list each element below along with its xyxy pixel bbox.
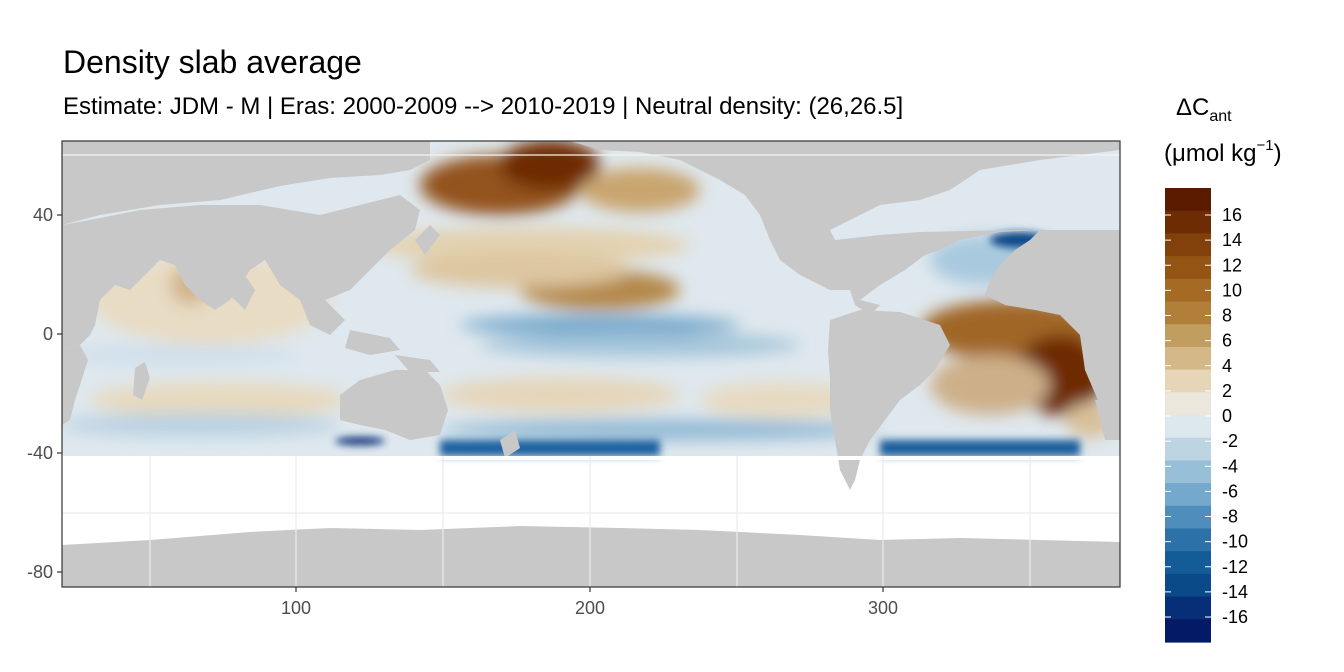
legend-units-prefix: (μmol kg (1164, 140, 1257, 167)
colorbar-legend: ΔCant (μmol kg−1) 16 14 12 10 8 6 4 2 0 -2 -4 -6 -8 -… (1164, 94, 1282, 643)
legend-label: 10 (1222, 280, 1242, 300)
north-pacific-maximum (500, 141, 600, 190)
legend-swatch (1165, 483, 1211, 507)
y-tick-label: 0 (43, 324, 53, 344)
legend-swatch (1165, 346, 1211, 371)
southern-ocean-negative-band (440, 420, 880, 440)
legend-swatch (1165, 551, 1211, 575)
legend-label: 2 (1222, 381, 1232, 401)
australia (340, 370, 448, 440)
ocean-field (62, 141, 1120, 456)
south-america (828, 310, 950, 490)
legend-title: ΔCant (1176, 94, 1232, 125)
legend-swatch (1165, 233, 1211, 257)
legend-swatch (1165, 437, 1211, 461)
legend-label: -16 (1222, 607, 1248, 627)
legend-label: -4 (1222, 456, 1238, 476)
legend-label: 6 (1222, 331, 1232, 351)
borneo-sumatra (345, 330, 400, 355)
southern-pacific-strong-negative (440, 440, 660, 456)
legend-label: 4 (1222, 356, 1232, 376)
legend-label: -12 (1222, 557, 1248, 577)
strong-negative-bands (335, 232, 1080, 456)
equatorial-pacific-negative (460, 315, 740, 335)
legend-swatch (1165, 324, 1211, 348)
legend-label: 8 (1222, 306, 1232, 326)
panel-border (61, 140, 1121, 588)
legend-label: 14 (1222, 230, 1242, 250)
legend-swatch (1165, 619, 1211, 643)
ocean-anomalies (62, 141, 1115, 440)
y-tick-label: -40 (27, 443, 53, 463)
legend-swatch (1165, 573, 1211, 598)
indian-equatorial-negative (62, 345, 300, 365)
chart-title: Density slab average (63, 44, 362, 80)
legend-label: 16 (1222, 205, 1242, 225)
legend-swatch (1165, 369, 1211, 393)
new-guinea (395, 355, 440, 372)
southeast-pacific-warm (700, 382, 860, 418)
legend-swatches (1165, 188, 1211, 643)
legend-labels: 16 14 12 10 8 6 4 2 0 -2 -4 -6 -8 -10 -12 -14 -16 (1165, 205, 1248, 627)
y-tick-label: 40 (33, 205, 53, 225)
x-tick-label: 300 (868, 598, 898, 618)
land (62, 141, 1120, 587)
legend-label: -6 (1222, 481, 1238, 501)
new-zealand (500, 430, 520, 458)
x-tick-label: 100 (281, 598, 311, 618)
field-southern-edge (62, 456, 1120, 460)
legend-swatch (1165, 188, 1211, 212)
legend-label: 0 (1222, 406, 1232, 426)
subtropical-pacific-tan (410, 252, 630, 288)
legend-label: -2 (1222, 431, 1238, 451)
south-atlantic-tan (930, 355, 1050, 415)
legend-label: 12 (1222, 255, 1242, 275)
chart-subtitle: Estimate: JDM - M | Eras: 2000-2009 --> … (63, 93, 904, 120)
x-tick-label: 200 (575, 598, 605, 618)
south-pacific-warm-band (440, 377, 680, 413)
legend-swatch (1165, 460, 1211, 484)
legend-swatch (1165, 528, 1211, 552)
antarctica (62, 526, 1120, 587)
madagascar (133, 362, 150, 400)
legend-swatch (1165, 596, 1211, 620)
legend-units-suffix: ) (1274, 140, 1282, 167)
eurasia-north (62, 141, 430, 225)
legend-swatch (1165, 505, 1211, 530)
legend-swatch (1165, 256, 1211, 280)
legend-swatch (1165, 278, 1211, 303)
south-indian-negative-band (62, 413, 340, 437)
legend-swatch (1165, 415, 1211, 439)
legend-label: -8 (1222, 507, 1238, 527)
y-tick-label: -80 (27, 562, 53, 582)
north-america (570, 141, 1120, 300)
east-africa (62, 345, 88, 425)
africa-west (985, 230, 1120, 410)
south-indian-warm-band (90, 382, 350, 418)
indian-southern-negative (335, 437, 385, 445)
india (215, 268, 255, 310)
legend-units: (μmol kg−1) (1164, 137, 1282, 167)
central-america (850, 290, 880, 315)
gridlines (62, 154, 1120, 587)
legend-title-subscript: ant (1209, 108, 1232, 125)
x-axis: 100 200 300 (281, 587, 898, 618)
legend-label: -10 (1222, 532, 1248, 552)
southern-atlantic-strong-negative (880, 440, 1080, 456)
legend-title-main: ΔC (1176, 94, 1209, 121)
legend-units-superscript: −1 (1257, 137, 1274, 154)
japan (415, 225, 440, 255)
north-pacific-positive (580, 168, 700, 212)
legend-label: -14 (1222, 582, 1248, 602)
south-equatorial-negative (480, 333, 800, 357)
indochina (300, 300, 345, 335)
north-pacific-warm-band (370, 227, 690, 263)
map-panel (62, 141, 1120, 587)
legend-swatch (1165, 392, 1211, 416)
y-axis: 40 0 -40 -80 (27, 205, 62, 582)
legend-swatch (1165, 301, 1211, 325)
south-africa (1095, 400, 1120, 440)
legend-swatch (1165, 210, 1211, 234)
